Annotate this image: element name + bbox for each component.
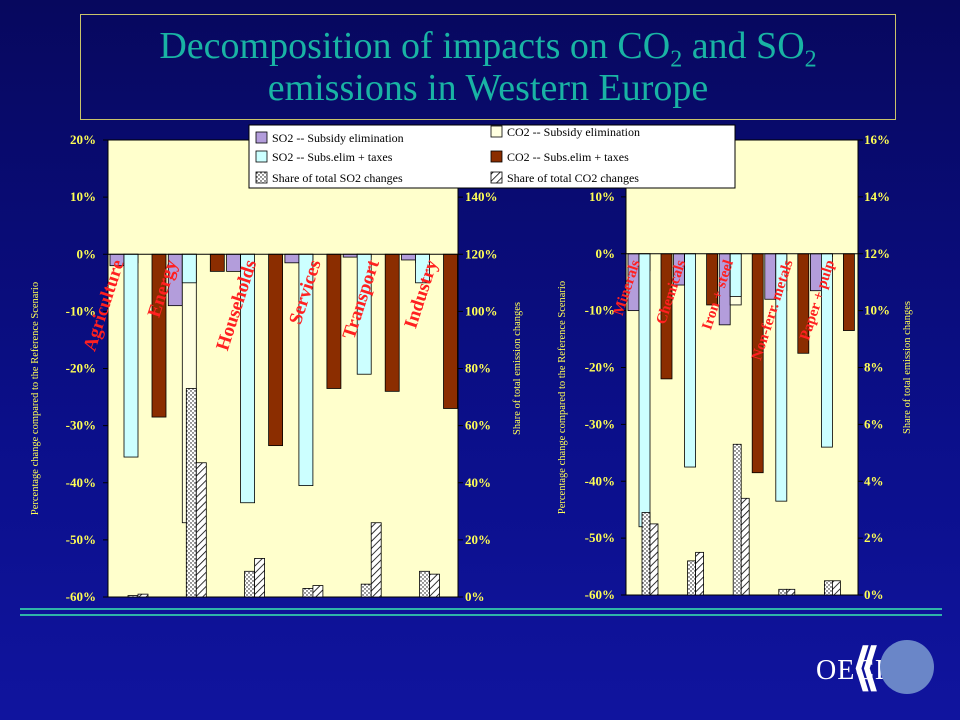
oecd-logo-circle-icon [880, 640, 934, 694]
y-tick-label: -30% [66, 418, 96, 433]
y2-tick-label: 14% [864, 189, 890, 204]
y2-tick-label: 60% [465, 418, 491, 433]
bar-5-0 [137, 593, 149, 598]
y-tick-label: 10% [70, 189, 96, 204]
bar-5-4 [370, 522, 382, 598]
y2-tick-label: 10% [864, 303, 890, 318]
bar-5-2 [740, 497, 750, 596]
legend-swatch [490, 150, 503, 163]
y2-tick-label: 0% [864, 587, 884, 602]
y2-tick-label: 120% [465, 246, 498, 261]
bar-0-3 [284, 253, 300, 264]
y2-tick-label: 40% [465, 475, 491, 490]
y2-tick-label: 8% [864, 360, 884, 375]
y2-tick-label: 6% [864, 416, 884, 431]
bar-4-0 [127, 595, 139, 598]
y-tick-label: -60% [585, 587, 615, 602]
y-tick-label: -20% [66, 361, 96, 376]
bar-4-5 [419, 570, 430, 598]
bar-4-1 [687, 560, 696, 596]
bar-4-3 [778, 588, 788, 596]
y-tick-label: -60% [66, 589, 96, 604]
legend-swatch [255, 171, 268, 184]
y-tick-label: -20% [585, 360, 615, 375]
legend-label: SO2 -- Subsidy elimination [272, 131, 404, 145]
title-line1-b: and SO [682, 25, 805, 67]
y-tick-label: -30% [585, 416, 615, 431]
divider-line-bottom [20, 614, 942, 616]
bar-4-2 [244, 570, 256, 598]
bar-4-4 [824, 580, 833, 596]
y-tick-label: 10% [589, 189, 615, 204]
bar-5-3 [312, 585, 324, 598]
y-tick-label: -10% [66, 303, 96, 318]
y2-tick-label: 4% [864, 473, 884, 488]
bar-3-2 [751, 253, 764, 474]
y2-tick-label: 20% [465, 532, 491, 547]
y-tick-label: 0% [596, 246, 616, 261]
y2-tick-label: 2% [864, 530, 884, 545]
legend-label: SO2 -- Subs.elim + taxes [272, 150, 393, 164]
y-tick-label: -50% [66, 532, 96, 547]
title-sub-2: 2 [804, 46, 817, 73]
bar-3-2 [268, 253, 284, 447]
y2-tick-label: 80% [465, 361, 491, 376]
legend-label: Share of total SO2 changes [272, 171, 403, 185]
y2-tick-label: 16% [864, 132, 890, 147]
slide-title: Decomposition of impacts on CO2 and SO2 … [159, 25, 816, 109]
bar-3-4 [843, 253, 855, 331]
bar-3-1 [209, 253, 225, 272]
bar-4-1 [185, 388, 197, 598]
slide-title-box: Decomposition of impacts on CO2 and SO2 … [80, 14, 896, 120]
oecd-logo-bracket-icon: ⟪ [852, 639, 880, 695]
bar-5-3 [786, 588, 796, 596]
bar-2-0 [638, 253, 651, 528]
y2-tick-label: 0% [465, 589, 485, 604]
title-line2: emissions in Western Europe [267, 67, 709, 109]
bar-4-0 [641, 512, 651, 596]
bar-2-1 [181, 253, 197, 284]
divider-line-top [20, 608, 942, 610]
bar-2-0 [123, 253, 139, 458]
y-tick-label: 0% [77, 246, 97, 261]
y-tick-label: -10% [585, 303, 615, 318]
bar-3-4 [384, 253, 400, 392]
bar-3-3 [326, 253, 342, 389]
legend-label: Share of total CO2 changes [507, 171, 639, 185]
y2-tick-label: 100% [465, 303, 498, 318]
bar-5-1 [195, 462, 207, 598]
bar-5-2 [254, 558, 266, 598]
title-line1-a: Decomposition of impacts on CO [159, 25, 671, 67]
bar-5-4 [832, 580, 841, 596]
legend-label: CO2 -- Subs.elim + taxes [507, 150, 629, 164]
bar-4-3 [302, 588, 314, 598]
legend-swatch [490, 125, 503, 138]
y-axis-title: Percentage change compared to the Refere… [30, 282, 41, 515]
y-tick-label: -40% [585, 473, 615, 488]
y-tick-label: -50% [585, 530, 615, 545]
bar-5-5 [429, 573, 440, 598]
bar-4-2 [732, 443, 742, 596]
legend-label: CO2 -- Subsidy elimination [507, 125, 640, 139]
y2-tick-label: 12% [864, 246, 890, 261]
y2-tick-label: 140% [465, 189, 498, 204]
y2-axis-title: Share of total emission changes [512, 302, 523, 435]
y-tick-label: -40% [66, 475, 96, 490]
bar-3-5 [443, 253, 458, 409]
bar-4-4 [360, 583, 372, 598]
y2-axis-title: Share of total emission changes [902, 301, 913, 434]
y-tick-label: 20% [70, 132, 96, 147]
bar-5-0 [649, 523, 659, 596]
legend-swatch [255, 131, 268, 144]
legend-swatch [490, 171, 503, 184]
title-sub-1: 2 [670, 46, 683, 73]
bar-2-1 [684, 253, 696, 468]
y-axis-title: Percentage change compared to the Refere… [557, 281, 568, 514]
bar-0-5 [401, 253, 416, 261]
bar-5-1 [695, 551, 704, 596]
legend-swatch [255, 150, 268, 163]
